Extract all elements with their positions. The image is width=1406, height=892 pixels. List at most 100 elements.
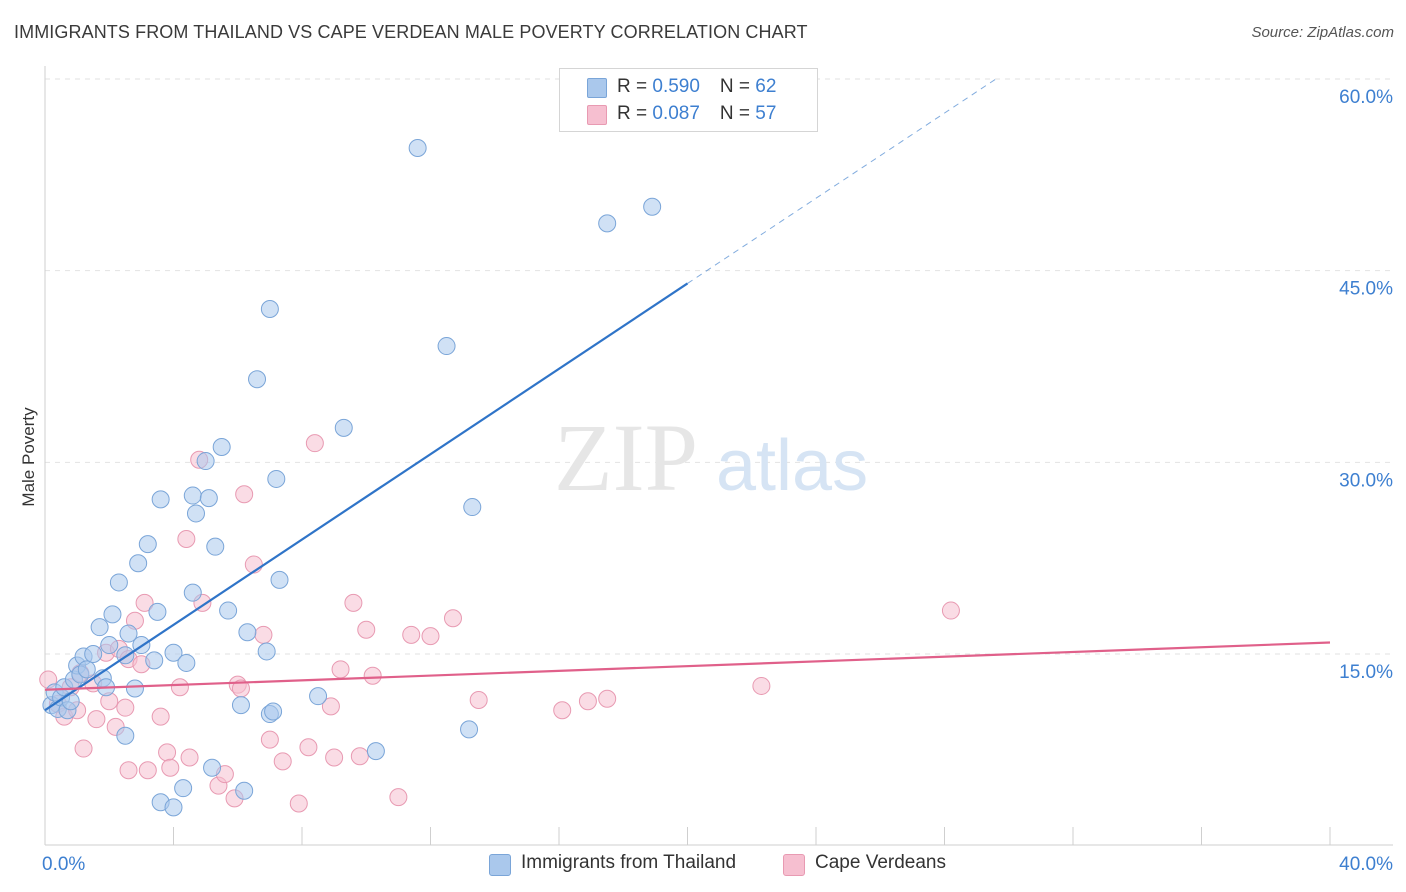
thailand-point xyxy=(119,624,138,643)
watermark-zip: ZIP xyxy=(554,404,698,511)
y-axis-title: Male Poverty xyxy=(19,407,38,507)
thailand-point xyxy=(257,642,276,661)
cape-verdeans-point xyxy=(553,701,572,720)
thailand-point xyxy=(103,605,122,624)
legend-swatch-blue xyxy=(587,78,607,98)
cape-verdeans-point xyxy=(421,627,440,646)
thailand-point xyxy=(235,781,254,800)
cape-verdeans-point xyxy=(135,593,154,612)
legend-n-value: 57 xyxy=(755,103,777,124)
thailand-point xyxy=(366,742,385,761)
thailand-point xyxy=(643,197,662,216)
legend-r-label: R = xyxy=(617,103,653,124)
cape-verdeans-point xyxy=(363,666,382,685)
legend-swatch-pink xyxy=(587,105,607,125)
cape-verdeans-point xyxy=(321,697,340,716)
cape-verdeans-point xyxy=(138,761,157,780)
x-tick-label: 40.0% xyxy=(1339,854,1393,875)
legend-r-label: R = xyxy=(617,76,653,97)
legend-text-thailand: R = 0.590 N = 62 xyxy=(617,76,776,98)
cape-verdeans-point xyxy=(350,747,369,766)
thailand-point xyxy=(309,687,328,706)
bottom-legend-label-cape-verdeans: Cape Verdeans xyxy=(815,852,946,873)
thailand-point xyxy=(248,370,267,389)
cape-verdeans-point xyxy=(469,691,488,709)
thailand-point xyxy=(151,490,170,509)
watermark: ZIP atlas xyxy=(554,404,868,511)
thailand-point xyxy=(116,726,135,745)
thailand-point xyxy=(231,696,250,715)
axis-labels: 15.0% 30.0% 45.0% 60.0% 0.0% 40.0% Male Povert… xyxy=(19,87,1393,875)
legend-text-cape-verdeans: R = 0.087 N = 57 xyxy=(617,103,776,125)
cape-verdeans-point xyxy=(344,593,363,612)
thailand-point xyxy=(219,601,238,620)
thailand-point xyxy=(186,504,205,523)
thailand-point xyxy=(148,602,167,621)
thailand-point xyxy=(437,337,456,356)
thailand-trendline-extension xyxy=(687,78,997,284)
legend-n-value: 62 xyxy=(755,76,777,97)
thailand-points xyxy=(42,139,662,817)
thailand-point xyxy=(212,438,231,456)
cape-verdeans-point xyxy=(119,761,138,780)
cape-verdeans-point xyxy=(752,676,771,695)
cape-verdeans-point xyxy=(305,434,324,453)
y-tick-label: 30.0% xyxy=(1339,470,1393,491)
thailand-point xyxy=(164,798,183,817)
thailand-point xyxy=(129,554,148,573)
thailand-point xyxy=(183,486,202,505)
y-tick-label: 15.0% xyxy=(1339,662,1393,683)
cape-verdeans-point xyxy=(941,601,960,620)
thailand-point xyxy=(264,702,283,721)
cape-verdeans-point xyxy=(598,689,617,708)
thailand-point xyxy=(408,139,427,157)
thailand-point xyxy=(598,214,617,233)
bottom-legend-swatch-pink xyxy=(783,854,805,876)
thailand-point xyxy=(183,583,202,602)
thailand-point xyxy=(90,618,109,637)
cape-verdeans-point xyxy=(402,625,421,644)
cape-verdeans-point xyxy=(260,730,279,749)
watermark-atlas: atlas xyxy=(716,426,868,506)
legend-r-value: 0.087 xyxy=(652,103,700,124)
cape-verdeans-point xyxy=(578,692,597,711)
cape-verdeans-point xyxy=(116,698,135,717)
chart-title: IMMIGRANTS FROM THAILAND VS CAPE VERDEAN… xyxy=(14,22,808,42)
axes xyxy=(44,66,1393,846)
cape-verdeans-point xyxy=(443,609,462,628)
cape-verdeans-point xyxy=(161,758,180,777)
cape-verdeans-point xyxy=(357,620,376,639)
thailand-point xyxy=(267,469,286,488)
thailand-point xyxy=(84,645,103,663)
cape-verdeans-point xyxy=(177,530,196,548)
thailand-point xyxy=(138,535,157,554)
thailand-point xyxy=(100,636,119,655)
cape-verdeans-point xyxy=(389,788,408,807)
thailand-point xyxy=(460,720,479,739)
x-tick-label: 0.0% xyxy=(42,854,85,875)
thailand-point xyxy=(174,779,193,798)
thailand-point xyxy=(260,300,279,318)
cape-verdeans-point xyxy=(151,707,170,726)
thailand-point xyxy=(145,651,164,670)
bottom-legend-label-thailand: Immigrants from Thailand xyxy=(521,852,737,873)
thailand-trendline xyxy=(44,282,689,712)
cape-verdeans-point xyxy=(289,794,308,813)
legend-n-label: N = xyxy=(719,76,756,97)
cape-verdeans-point xyxy=(180,748,199,767)
stats-legend: R = 0.590 N = 62 R = 0.087 N = 57 xyxy=(559,68,818,132)
cape-verdeans-point xyxy=(331,660,350,679)
thailand-point xyxy=(164,643,183,662)
legend-n-label: N = xyxy=(719,103,756,124)
cape-verdeans-point xyxy=(299,738,318,757)
bottom-legend-swatch-blue xyxy=(489,854,511,876)
trendlines xyxy=(44,78,1331,712)
cape-verdeans-point xyxy=(158,743,177,762)
thailand-point xyxy=(177,653,196,672)
thailand-point xyxy=(203,758,222,777)
y-tick-label: 45.0% xyxy=(1339,279,1393,300)
y-tick-label: 60.0% xyxy=(1339,87,1393,108)
cape-verdeans-point xyxy=(254,625,273,644)
legend-r-value: 0.590 xyxy=(652,76,700,97)
